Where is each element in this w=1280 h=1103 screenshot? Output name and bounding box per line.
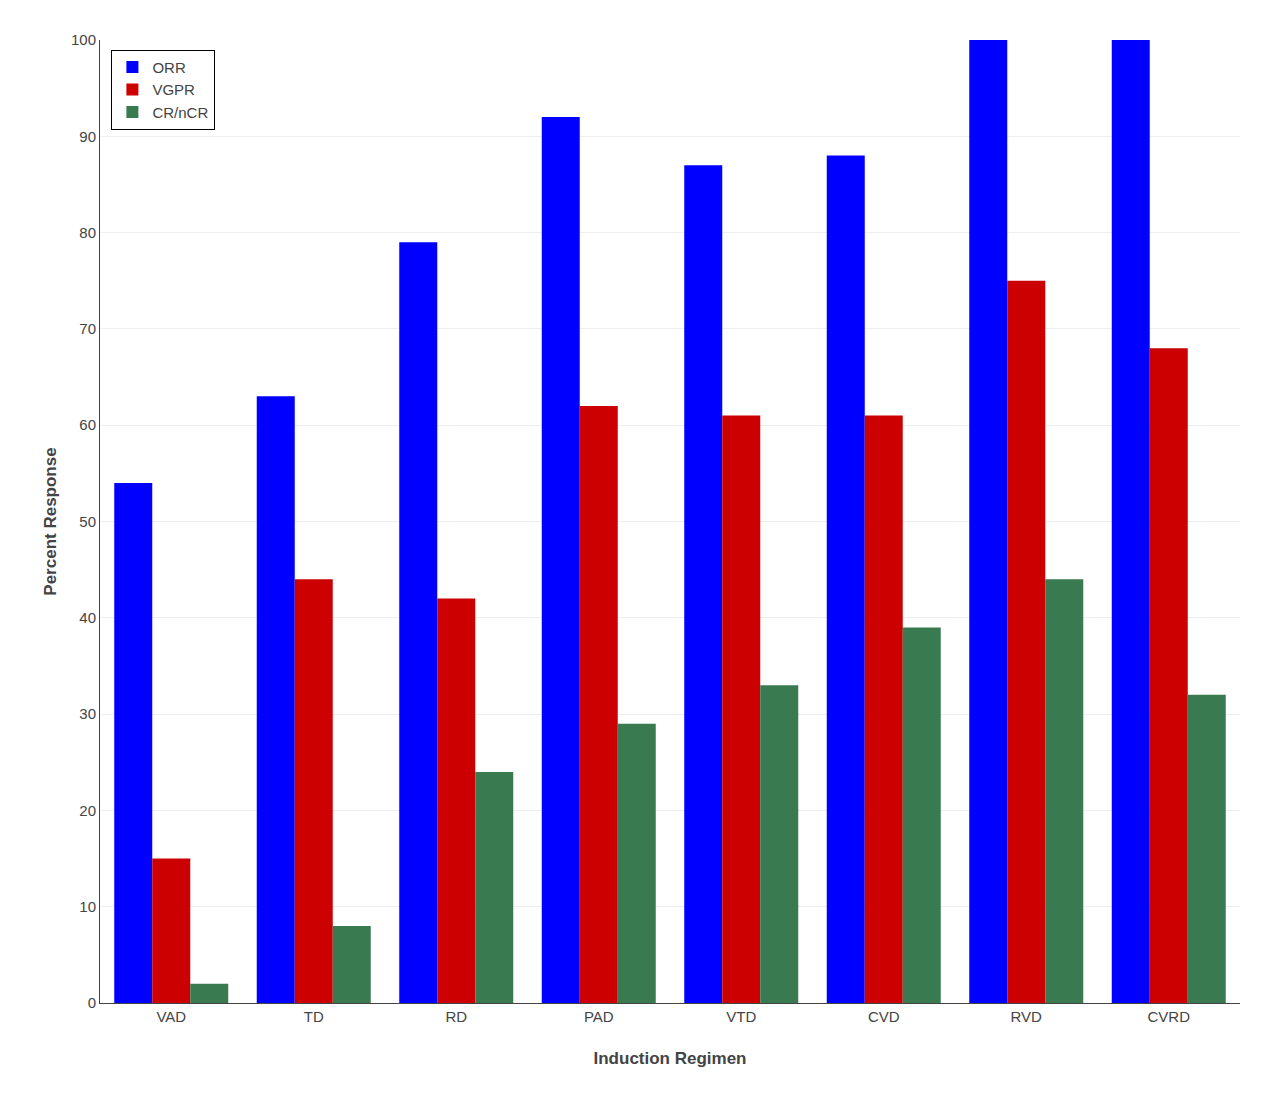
svg-text:RD: RD	[445, 1008, 467, 1025]
svg-text:VGPR: VGPR	[152, 81, 195, 98]
svg-text:Induction Regimen: Induction Regimen	[594, 1049, 747, 1068]
svg-text:CVRD: CVRD	[1147, 1008, 1190, 1025]
svg-text:0: 0	[88, 994, 96, 1011]
svg-text:RVD: RVD	[1011, 1008, 1043, 1025]
svg-text:CVD: CVD	[868, 1008, 900, 1025]
svg-text:70: 70	[79, 320, 96, 337]
svg-text:80: 80	[79, 224, 96, 241]
svg-text:10: 10	[79, 898, 96, 915]
svg-text:CR/nCR: CR/nCR	[152, 104, 208, 121]
svg-text:ORR: ORR	[152, 59, 186, 76]
svg-text:TD: TD	[304, 1008, 324, 1025]
svg-text:20: 20	[79, 802, 96, 819]
svg-text:50: 50	[79, 513, 96, 530]
svg-text:90: 90	[79, 128, 96, 145]
svg-text:100: 100	[71, 31, 96, 48]
svg-text:VTD: VTD	[726, 1008, 756, 1025]
svg-text:VAD: VAD	[156, 1008, 186, 1025]
svg-text:Percent Response: Percent Response	[41, 447, 60, 595]
svg-text:40: 40	[79, 609, 96, 626]
svg-text:60: 60	[79, 416, 96, 433]
svg-text:30: 30	[79, 705, 96, 722]
svg-text:PAD: PAD	[584, 1008, 614, 1025]
